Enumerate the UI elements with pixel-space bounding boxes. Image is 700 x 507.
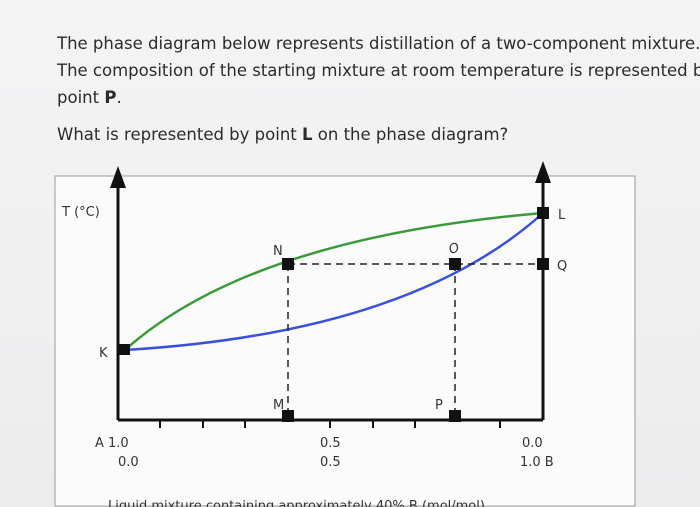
intro-line: The composition of the starting mixture … xyxy=(57,61,700,80)
liquid-curve xyxy=(124,212,544,352)
point-markers xyxy=(119,207,549,422)
point-label: Q xyxy=(557,259,567,274)
x-label: 1.0 B xyxy=(520,455,554,470)
bold-point: P xyxy=(104,88,117,107)
text: on the phase diagram? xyxy=(317,125,509,144)
answer-option[interactable]: Liquid mixture containing approximately … xyxy=(108,499,485,507)
text: point xyxy=(57,88,100,107)
axis-label: T (°C) xyxy=(61,205,100,220)
arrow xyxy=(110,166,126,188)
dashed-lines xyxy=(287,263,543,415)
x-label: A 1.0 xyxy=(95,436,129,451)
point-label: M xyxy=(273,398,284,413)
x-label: 0.0 xyxy=(118,455,139,470)
text: What is represented by point xyxy=(57,125,297,144)
intro-line: The phase diagram below represents disti… xyxy=(57,34,700,53)
point-label: O xyxy=(447,240,462,258)
question: What is represented by point L on the ph… xyxy=(57,125,508,144)
point-label: P xyxy=(435,398,443,413)
bold-point: L xyxy=(302,125,313,144)
x-label: 0.0 xyxy=(522,436,543,451)
ticks xyxy=(159,420,501,428)
point-label: L xyxy=(558,208,566,223)
x-label: 0.5 xyxy=(320,455,341,470)
intro-line: point P. xyxy=(57,88,122,107)
diagram-frame xyxy=(54,175,636,507)
point-label: N xyxy=(273,244,283,259)
point-label: K xyxy=(99,346,108,361)
text: . xyxy=(116,88,122,107)
arrow xyxy=(535,161,551,183)
x-label: 0.5 xyxy=(320,436,341,451)
